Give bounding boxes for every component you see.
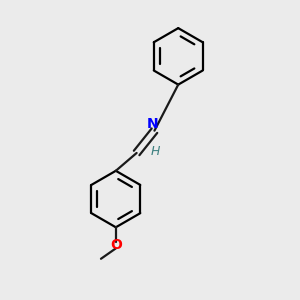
Text: H: H [150,145,160,158]
Text: O: O [110,238,122,251]
Text: N: N [146,117,158,131]
